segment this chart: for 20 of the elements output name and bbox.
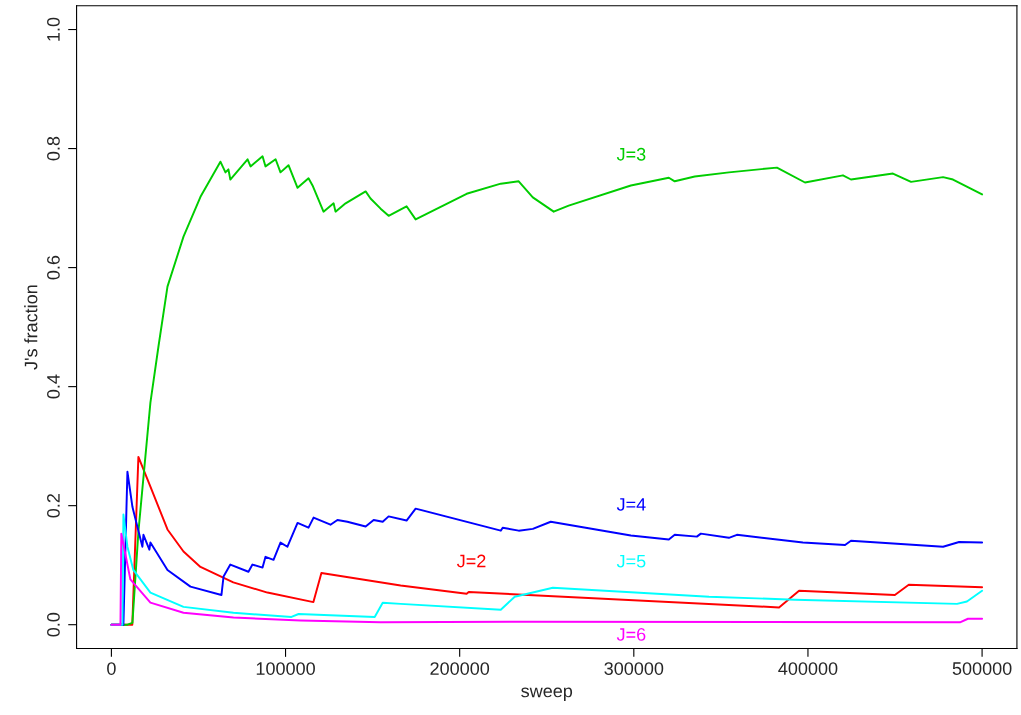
- x-tick-label: 0: [107, 662, 116, 675]
- series-label: J=4: [616, 498, 646, 511]
- y-tick-label: 1.0: [47, 17, 60, 41]
- x-tick-label: 100000: [256, 662, 315, 675]
- x-axis-title: sweep: [521, 687, 573, 701]
- x-tick-label: 200000: [430, 662, 490, 675]
- y-tick-label: 0.4: [47, 374, 60, 399]
- y-tick-label: 0.2: [47, 494, 60, 518]
- y-tick-label: 0.0: [47, 612, 60, 637]
- series-label: J=3: [616, 147, 646, 161]
- series-label: J=2: [456, 554, 486, 568]
- y-tick-label: 0.8: [47, 136, 60, 161]
- line-series: [110, 532, 984, 626]
- series-label: J=5: [616, 554, 646, 568]
- x-tick-label: 400000: [778, 662, 838, 675]
- x-tick-label: 500000: [952, 662, 1012, 675]
- x-tick-label: 300000: [604, 662, 664, 675]
- series-label: J=6: [616, 628, 646, 641]
- y-axis-title: J's fraction: [24, 285, 38, 370]
- y-tick-label: 0.6: [47, 255, 60, 280]
